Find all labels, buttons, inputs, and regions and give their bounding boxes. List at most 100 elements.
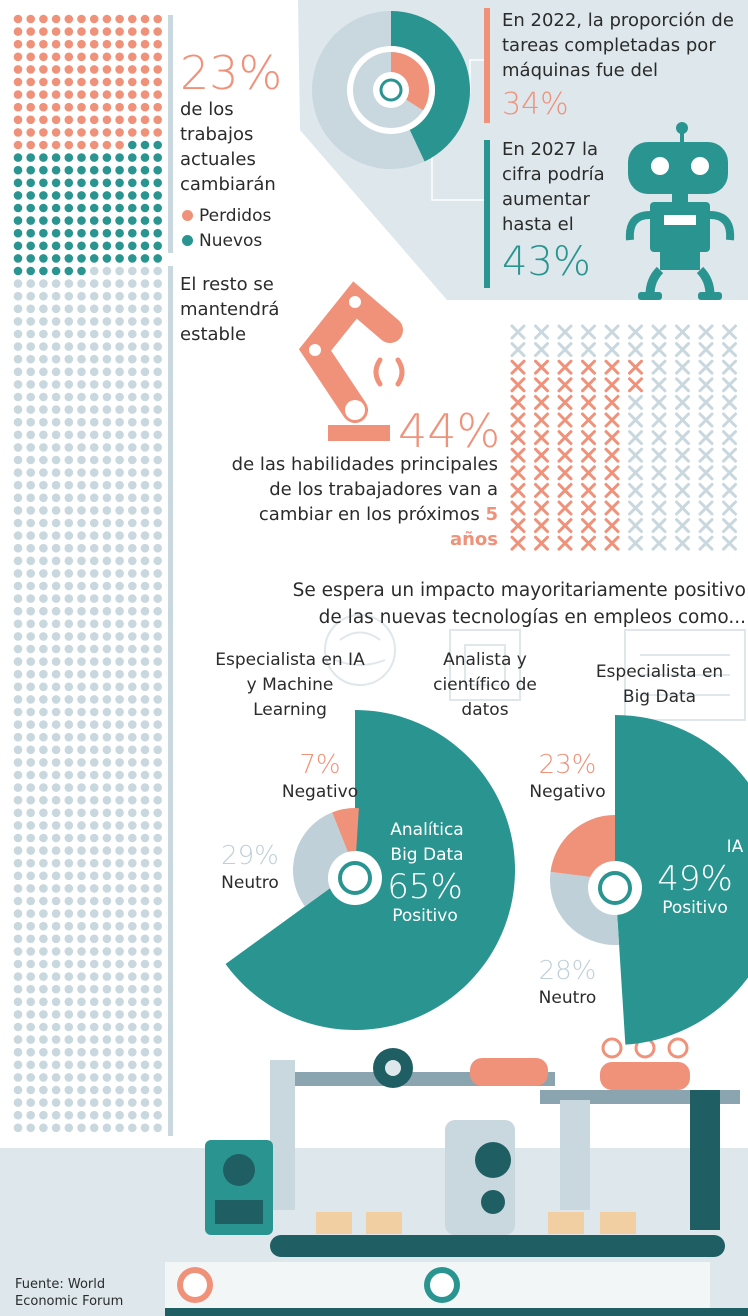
waffle-dot [128, 796, 137, 805]
waffle-dot [128, 494, 137, 503]
waffle-dot [153, 872, 162, 881]
skill-icon [653, 537, 665, 549]
waffle-dot [141, 1124, 150, 1133]
waffle-dot [153, 204, 162, 213]
waffle-dot [26, 960, 35, 969]
skill-icon [653, 361, 665, 373]
waffle-dot [26, 53, 35, 62]
waffle-dot [65, 1124, 74, 1133]
skill-icon [536, 344, 548, 356]
waffle-dot [26, 544, 35, 553]
waffle-dot [153, 191, 162, 200]
waffle-dot [115, 708, 124, 717]
waffle-dot [141, 998, 150, 1007]
skill-icon [630, 396, 642, 408]
waffle-dot [128, 670, 137, 679]
waffle-dot [26, 506, 35, 515]
waffle-dot [115, 204, 124, 213]
waffle-dot [65, 657, 74, 666]
waffle-dot [26, 998, 35, 1007]
waffle-dot [153, 972, 162, 981]
waffle-dot [39, 380, 48, 389]
waffle-dot [77, 128, 86, 137]
waffle-dot [39, 872, 48, 881]
waffle-dot [141, 204, 150, 213]
skill-icon [512, 344, 524, 356]
skill-icon [512, 520, 524, 532]
skill-icon [583, 379, 595, 391]
waffle-dot [103, 103, 112, 112]
waffle-dot [115, 380, 124, 389]
waffle-dot [65, 27, 74, 36]
waffle-dot [65, 141, 74, 150]
waffle-dot [14, 632, 23, 641]
waffle-dot [141, 557, 150, 566]
waffle-dot [103, 141, 112, 150]
waffle-dot [115, 1010, 124, 1019]
waffle-dot [90, 947, 99, 956]
waffle-dot [77, 645, 86, 654]
waffle-dot [115, 468, 124, 477]
waffle-dot [153, 620, 162, 629]
waffle-dot [52, 821, 61, 830]
waffle-dot [39, 1111, 48, 1120]
waffle-dot [14, 544, 23, 553]
waffle-dot [77, 1111, 86, 1120]
waffle-dot [14, 53, 23, 62]
waffle-dot [115, 783, 124, 792]
waffle-dot [103, 191, 112, 200]
waffle-dot [115, 1086, 124, 1095]
waffle-dot [153, 960, 162, 969]
waffle-dot [128, 305, 137, 314]
waffle-dot [39, 620, 48, 629]
waffle-dot [39, 897, 48, 906]
waffle-dot [14, 960, 23, 969]
waffle-dot [115, 65, 124, 74]
waffle-dot [52, 279, 61, 288]
waffle-dot [90, 393, 99, 402]
role: Especialista en IA y Machine Learning [210, 648, 370, 723]
waffle-dot [128, 443, 137, 452]
waffle-dot [65, 683, 74, 692]
waffle-dot [65, 40, 74, 49]
skill-icon [724, 484, 736, 496]
waffle-dot [90, 569, 99, 578]
waffle-dot [153, 103, 162, 112]
waffle-dot [52, 40, 61, 49]
waffle-dot [115, 153, 124, 162]
waffle-dot [141, 771, 150, 780]
waffle-dot [52, 935, 61, 944]
impact-intro: Se espera un impacto mayoritariamente po… [268, 577, 746, 631]
skill-icon [583, 467, 595, 479]
waffle-dot [77, 683, 86, 692]
waffle-dot [39, 342, 48, 351]
waffle-dot [77, 582, 86, 591]
skill-icon [512, 467, 524, 479]
skill-icon [583, 484, 595, 496]
waffle-dot [153, 380, 162, 389]
waffle-dot [115, 481, 124, 490]
skill-icon [583, 396, 595, 408]
skill-icon [630, 432, 642, 444]
waffle-dot [14, 141, 23, 150]
waffle-dot [115, 821, 124, 830]
waffle-dot [153, 557, 162, 566]
legend-swatch [182, 235, 193, 246]
waffle-dot [65, 494, 74, 503]
skill-icon [677, 484, 689, 496]
waffle-dot [103, 531, 112, 540]
waffle-dot [65, 972, 74, 981]
waffle-dot [77, 1010, 86, 1019]
skills-value: 44% [398, 408, 500, 454]
waffle-dot [128, 418, 137, 427]
waffle-dot [39, 393, 48, 402]
pie-icon [588, 861, 642, 915]
waffle-dot [65, 191, 74, 200]
waffle-dot [65, 531, 74, 540]
waffle-dot [65, 909, 74, 918]
waffle-dot [26, 733, 35, 742]
waffle-dot [14, 670, 23, 679]
waffle-dot [52, 1086, 61, 1095]
waffle-dot [65, 985, 74, 994]
waffle-dot [52, 242, 61, 251]
